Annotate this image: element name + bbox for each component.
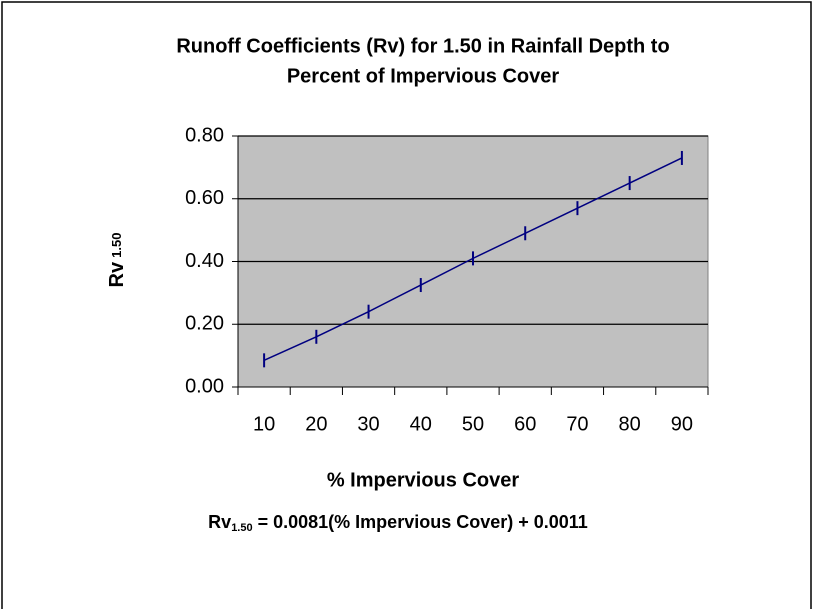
x-tick-label: 20 [305,413,327,435]
x-tick-label: 80 [619,413,641,435]
y-tick-label: 0.60 [185,187,224,209]
chart-title: Percent of Impervious Cover [287,65,560,87]
y-tick-label: 0.40 [185,250,224,272]
x-tick-label: 10 [253,413,275,435]
y-tick-label: 0.20 [185,313,224,335]
x-tick-label: 70 [566,413,588,435]
x-tick-label: 40 [410,413,432,435]
y-tick-label: 0.00 [185,375,224,397]
equation: Rv1.50 = 0.0081(% Impervious Cover) + 0.… [208,512,588,534]
equation-subscript: 1.50 [231,522,252,534]
x-tick-label: 90 [671,413,693,435]
x-tick-label: 30 [357,413,379,435]
y-tick-label: 0.80 [185,124,224,146]
chart-title: Runoff Coefficients (Rv) for 1.50 in Rai… [176,35,669,57]
equation-lhs: Rv [208,512,231,532]
y-label-subscript: 1.50 [109,233,124,258]
y-axis-label: Rv 1.50 [106,233,128,288]
y-label-main: Rv [106,261,128,287]
x-axis-label: % Impervious Cover [327,469,520,491]
equation-rhs: = 0.0081(% Impervious Cover) + 0.0011 [253,512,588,532]
x-tick-label: 50 [462,413,484,435]
x-tick-label: 60 [514,413,536,435]
